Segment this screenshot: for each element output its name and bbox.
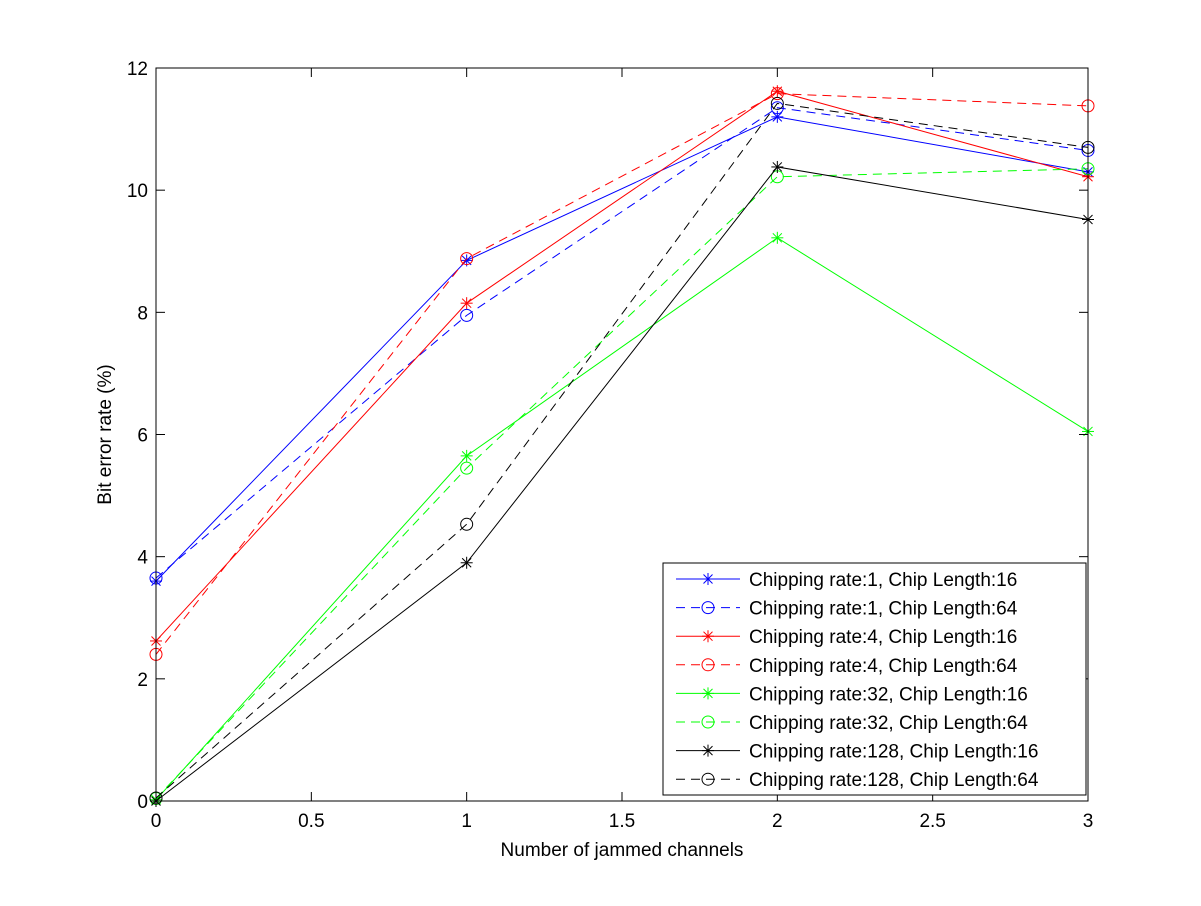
legend-label: Chipping rate:1, Chip Length:64 <box>749 599 1018 620</box>
series-line <box>155 116 1089 582</box>
series-line <box>155 93 1089 655</box>
star-marker <box>702 687 714 700</box>
circle-marker <box>460 252 474 266</box>
star-marker <box>460 449 473 462</box>
legend-label: Chipping rate:128, Chip Length:64 <box>749 770 1039 791</box>
ticks-layer: 0 0.5 1 1.5 2 2.5 3 0 2 4 6 8 10 12 <box>127 59 1093 832</box>
star-marker <box>771 231 784 244</box>
y-tick-label: 6 <box>137 426 148 447</box>
legend-label: Chipping rate:128, Chip Length:16 <box>749 742 1038 763</box>
series-layer <box>149 85 1095 807</box>
circle-marker <box>460 308 474 322</box>
legend-label: Chipping rate:1, Chip Length:16 <box>749 570 1017 591</box>
star-marker <box>460 297 473 310</box>
legend-label: Chipping rate:32, Chip Length:16 <box>749 684 1028 705</box>
circle-marker <box>460 517 474 531</box>
legend-entry: Chipping rate:32, Chip Length:16 <box>676 684 1028 705</box>
y-tick-label: 2 <box>137 670 148 691</box>
x-tick-label: 1 <box>461 811 472 832</box>
circle-marker <box>770 96 784 110</box>
y-tick-label: 10 <box>127 181 148 202</box>
x-tick-label: 0 <box>151 811 162 832</box>
series-line <box>155 168 1089 799</box>
legend-entry: Chipping rate:4, Chip Length:64 <box>676 656 1018 677</box>
legend-box <box>662 562 1087 796</box>
x-tick-label: 2 <box>772 811 783 832</box>
y-tick-label: 4 <box>137 548 148 569</box>
star-marker <box>771 85 784 98</box>
star-marker <box>771 160 784 173</box>
y-tick-label: 8 <box>137 303 148 324</box>
x-tick-label: 1.5 <box>609 811 635 832</box>
star-marker <box>702 573 714 585</box>
circle-marker <box>770 101 784 115</box>
x-tick-label: 0.5 <box>298 811 324 832</box>
y-axis-label: Bit error rate (%) <box>95 364 116 504</box>
series-line <box>155 90 1089 642</box>
series-line <box>155 102 1089 799</box>
series-line <box>155 107 1089 579</box>
legend-entry: Chipping rate:1, Chip Length:16 <box>676 570 1017 591</box>
legend: Chipping rate:1, Chip Length:16 Chipping … <box>662 562 1087 796</box>
circle-marker <box>701 658 715 672</box>
x-tick-label: 2.5 <box>919 811 945 832</box>
y-tick-label: 12 <box>127 59 148 80</box>
legend-entry: Chipping rate:128, Chip Length:64 <box>676 770 1039 791</box>
star-marker <box>771 110 784 123</box>
circle-marker <box>460 461 474 475</box>
circle-marker <box>770 87 784 101</box>
star-marker <box>702 744 714 757</box>
circle-marker <box>701 601 715 615</box>
legend-entry: Chipping rate:128, Chip Length:16 <box>676 742 1038 763</box>
star-marker <box>460 556 473 569</box>
legend-label: Chipping rate:4, Chip Length:16 <box>749 627 1017 648</box>
legend-entry: Chipping rate:32, Chip Length:64 <box>676 713 1028 734</box>
x-axis-label: Number of jammed channels <box>501 840 744 861</box>
series-line <box>155 237 1089 801</box>
circle-marker <box>701 715 715 729</box>
legend-label: Chipping rate:4, Chip Length:64 <box>749 656 1018 677</box>
series-line <box>155 166 1089 802</box>
star-marker <box>702 630 714 643</box>
legend-label: Chipping rate:32, Chip Length:64 <box>749 713 1028 734</box>
x-tick-label: 3 <box>1083 811 1094 832</box>
legend-entry: Chipping rate:1, Chip Length:64 <box>676 599 1018 620</box>
y-tick-label: 0 <box>137 792 148 813</box>
legend-entry: Chipping rate:4, Chip Length:16 <box>676 627 1017 648</box>
circle-marker <box>701 772 715 786</box>
